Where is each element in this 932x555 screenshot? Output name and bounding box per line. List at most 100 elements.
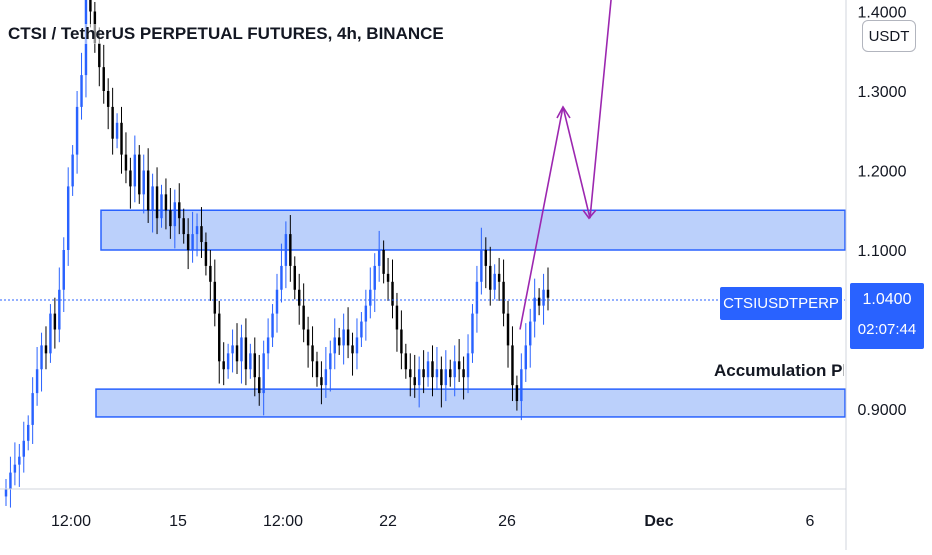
candle [71,145,74,196]
candle [533,278,536,338]
candle [546,267,550,311]
candle [329,340,332,392]
candle [186,218,190,270]
accumulation-phase-label: Accumulation Phase [714,361,844,380]
candle [4,478,8,506]
symbol-price-label: CTSIUSDTPERP [720,287,842,320]
candle [262,340,265,416]
y-tick-label: 1.1000 [858,243,907,260]
candle [124,132,128,184]
currency-unit-button[interactable]: USDT [862,20,916,52]
candle [106,78,110,130]
candle [337,327,341,355]
candle [49,304,52,363]
candle [164,178,168,230]
candle [435,346,439,390]
candle [293,256,296,300]
candle [258,354,261,406]
candle [89,0,92,28]
candle [44,326,48,370]
candle [409,353,412,397]
x-tick-label: 26 [498,513,516,530]
candle [200,207,203,258]
candle [515,375,519,411]
candle [524,323,528,382]
candle [413,354,416,398]
y-tick-label: 0.9000 [858,402,907,419]
candle [497,257,501,301]
candle [231,329,234,373]
candle [62,237,65,313]
price-axis[interactable]: 0.9000 1.1000 1.2000 1.3000 1.4000 [858,5,907,420]
candle [444,350,448,402]
candle [213,259,217,327]
current-price-badge: 1.0400 02:07:44 [850,283,924,349]
candle [342,313,345,365]
candle [529,308,532,368]
candle [404,343,408,379]
candle [417,356,421,408]
candle [480,227,483,295]
candle [502,259,505,327]
candle [13,442,17,486]
candle [218,300,221,384]
candle [382,240,385,284]
candle [80,52,83,120]
candle-countdown: 02:07:44 [857,321,917,338]
x-tick-label: 12:00 [263,513,303,530]
candle [320,361,323,405]
candle [142,154,145,214]
x-tick-label: 12:00 [51,513,91,530]
candle [346,307,350,359]
candle [355,318,359,370]
y-tick-label: 1.4000 [858,5,907,22]
candle [173,189,177,249]
candle [120,106,123,174]
candle [315,351,319,387]
candle [31,377,34,444]
candle [306,316,310,368]
candle [138,145,141,204]
candle [395,292,399,352]
candle [155,167,159,235]
candle [369,267,372,319]
candle [178,183,181,235]
candle [462,356,465,400]
candle [280,243,283,303]
candle [182,208,185,244]
candle [84,0,88,98]
candle [226,343,230,379]
candle [111,87,114,155]
projection-path[interactable] [519,0,612,330]
candle [364,289,368,341]
candle [240,324,243,384]
time-axis[interactable]: 12:00 15 12:00 22 26 Dec 6 [51,513,815,530]
candle [275,273,279,333]
candle [426,351,430,387]
candle [151,173,154,233]
candle [169,187,172,239]
candle [302,283,305,343]
candle [449,359,452,387]
candle [542,273,545,325]
candle [324,346,328,398]
candle [333,318,336,370]
candle [360,312,363,347]
candle [297,273,301,325]
candle [537,288,541,316]
candle [102,44,105,104]
chart-title: CTSI / TetherUS PERPETUAL FUTURES, 4h, B… [8,24,444,44]
zone-support[interactable] [95,388,846,418]
candle [289,215,292,282]
projection-peak-arrow [556,105,571,119]
candle [489,246,492,306]
x-tick-label: 22 [379,513,397,530]
candle [222,342,225,386]
candle [511,326,514,402]
zone-resistance[interactable] [100,209,846,251]
y-tick-label: 1.3000 [858,84,907,101]
candle [400,310,403,370]
x-tick-label: Dec [644,513,673,530]
